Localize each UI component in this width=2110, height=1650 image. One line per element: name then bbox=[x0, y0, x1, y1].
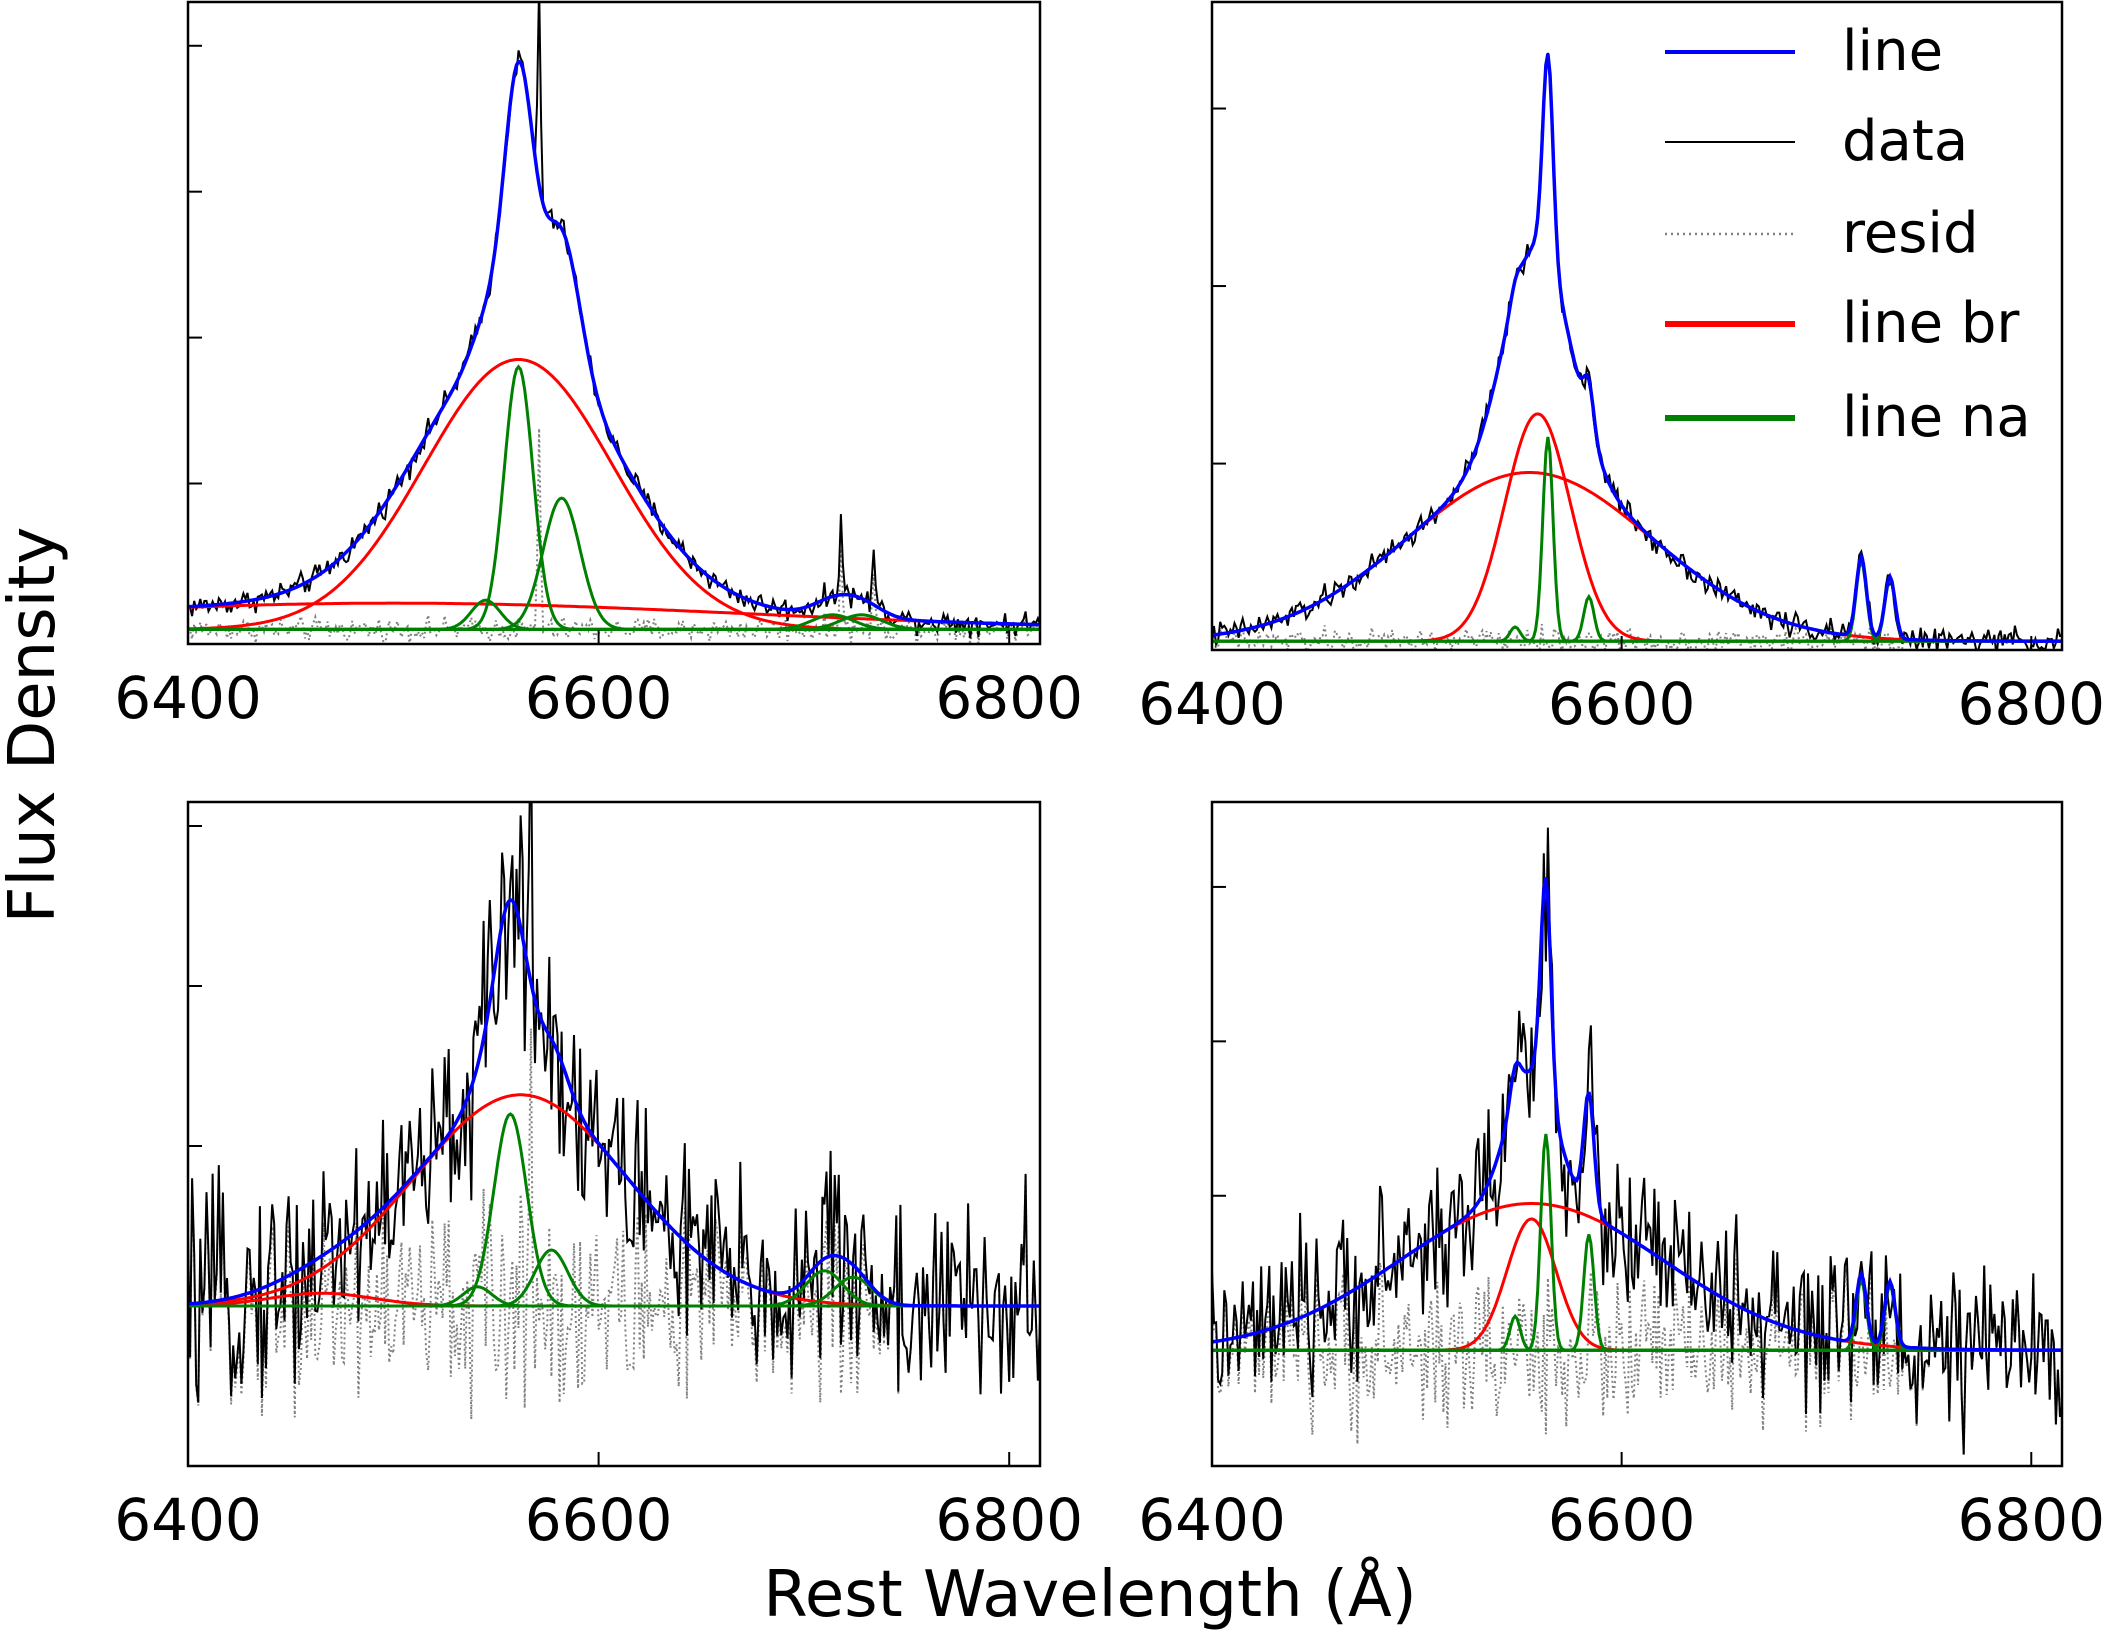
line-br-component-0 bbox=[188, 358, 1040, 631]
line-na-component-1 bbox=[188, 1112, 1040, 1308]
legend: line data resid line br line na bbox=[1665, 19, 2031, 450]
axes-frame bbox=[186, 800, 1042, 1468]
line-na-component-1 bbox=[1212, 436, 2062, 643]
axes-frame bbox=[186, 0, 1042, 646]
legend-data-label: data bbox=[1842, 109, 1968, 174]
x-axis-title: Rest Wavelength (Å) bbox=[763, 1556, 1416, 1632]
legend-line-na-label: line na bbox=[1842, 385, 2031, 450]
line-model bbox=[1212, 53, 2062, 643]
x-tick-label: 6800 bbox=[935, 1486, 1083, 1554]
x-tick-label: 6400 bbox=[1138, 670, 1286, 738]
legend-line-br-label: line br bbox=[1842, 291, 2020, 356]
axes-frame bbox=[1210, 0, 2064, 652]
line-na-component-1 bbox=[188, 364, 1040, 631]
line-model bbox=[188, 59, 1040, 627]
line-model bbox=[188, 897, 1040, 1308]
plot-area bbox=[188, 2, 1040, 644]
plot-area bbox=[1212, 827, 2062, 1456]
line-br-component-0 bbox=[1212, 471, 2062, 643]
x-tick-label: 6800 bbox=[1957, 1486, 2105, 1554]
resid-series bbox=[188, 1028, 1040, 1420]
legend-line-label: line bbox=[1842, 19, 1943, 84]
line-na-component-4 bbox=[188, 613, 1040, 631]
resid-series bbox=[1212, 1245, 2062, 1456]
x-tick-label: 6400 bbox=[114, 664, 262, 732]
axes-frame bbox=[1210, 800, 2064, 1468]
x-tick-label: 6600 bbox=[525, 664, 673, 732]
panel-top-right: 6400 6600 6800 bbox=[1138, 0, 2105, 738]
resid-series bbox=[188, 428, 1040, 644]
panel-top-left: 6400 6600 6800 bbox=[114, 0, 1083, 732]
x-tick-label: 6600 bbox=[1548, 1486, 1696, 1554]
plot-area bbox=[1212, 52, 2062, 650]
x-tick-label: 6400 bbox=[114, 1486, 262, 1554]
data-series bbox=[188, 2, 1040, 639]
line-na-component-2 bbox=[188, 496, 1040, 631]
x-tick-label: 6600 bbox=[1548, 670, 1696, 738]
line-br-component-1 bbox=[188, 601, 1040, 627]
x-tick-label: 6800 bbox=[1957, 670, 2105, 738]
x-tick-label: 6800 bbox=[935, 664, 1083, 732]
y-axis-title: Flux Density bbox=[0, 527, 70, 924]
data-series bbox=[188, 802, 1040, 1403]
legend-resid-label: resid bbox=[1842, 201, 1979, 266]
plot-area bbox=[188, 802, 1040, 1420]
panel-bottom-left: 6400 6600 6800 bbox=[114, 800, 1083, 1554]
resid-series bbox=[1212, 624, 2062, 650]
x-tick-label: 6600 bbox=[525, 1486, 673, 1554]
panel-bottom-right: 6400 6600 6800 bbox=[1138, 800, 2105, 1554]
line-model bbox=[1212, 877, 2062, 1352]
data-series bbox=[1212, 827, 2062, 1455]
x-tick-label: 6400 bbox=[1138, 1486, 1286, 1554]
line-na-component-4 bbox=[1212, 1281, 2062, 1352]
